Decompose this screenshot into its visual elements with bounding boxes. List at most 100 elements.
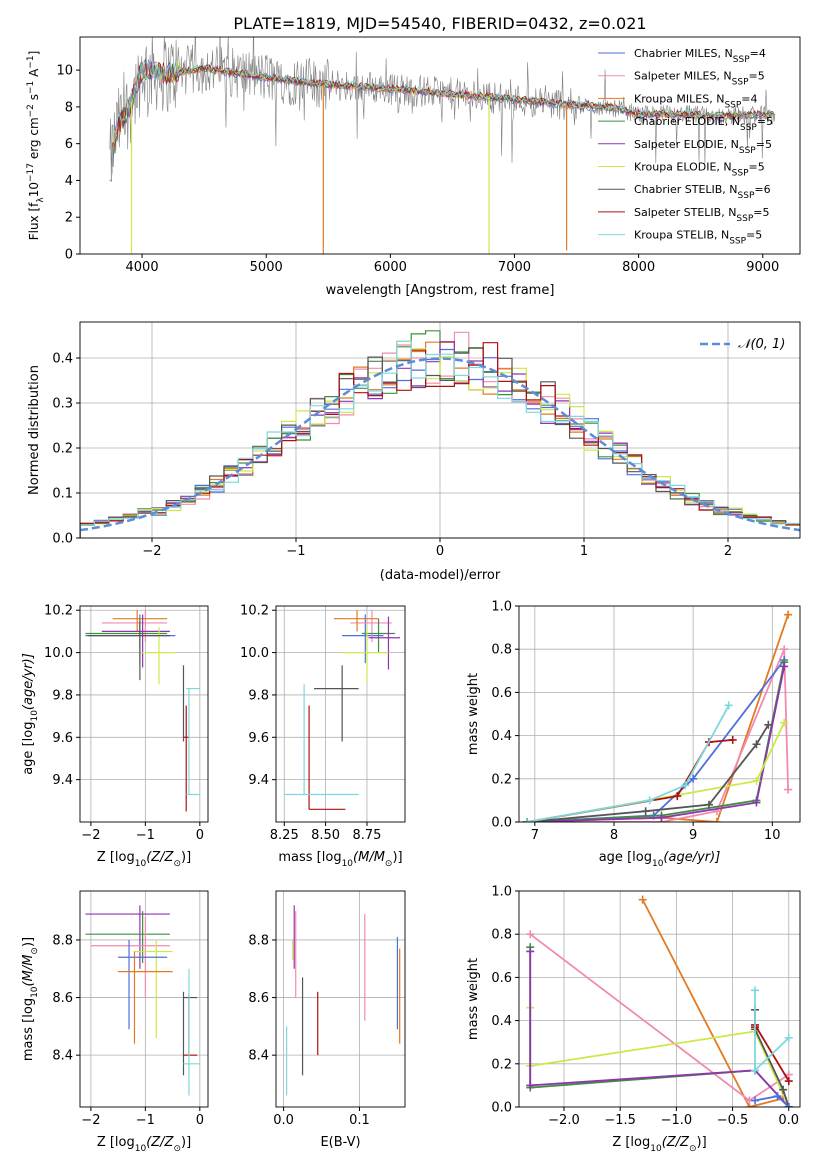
y-tick-label: 8.6: [52, 991, 73, 1006]
y-axis-label-part: (M/M: [21, 955, 36, 987]
x-axis-label: (data-model)/error: [380, 568, 501, 583]
mass-weight-marker-kroupa-elodie: [752, 776, 761, 785]
legend-entry-part: Chabrier ELODIE, N: [634, 115, 740, 128]
legend-entry: Chabrier ELODIE, NSSP=5: [634, 115, 773, 133]
plot-area: [109, 37, 776, 254]
mass-weight-marker-salpeter-miles: [780, 645, 789, 654]
mass-weight-marker-chabrier-miles: [751, 1096, 760, 1105]
axes-frame: [79, 36, 801, 255]
y-axis-label-part: erg cm: [27, 117, 41, 163]
y-tick-label: 1.0: [491, 600, 512, 615]
x-axis-label-part: ⊙: [689, 1144, 697, 1154]
residual-histogram-panel: −2 −1 0 1 2 0.0 0.1 0.2 0.3 0.4 (data-model)/error…: [27, 321, 801, 583]
mass-weight-marker-chabrier-stelib: [752, 740, 761, 749]
legend-entry-part: =6: [754, 183, 770, 196]
plot-area: [284, 610, 401, 810]
y-axis-label-part: −17: [26, 163, 36, 182]
y-tick-label: 0.0: [52, 532, 73, 547]
y-tick-label: 9.8: [248, 688, 269, 703]
x-axis-label: Z [log10(Z/Z⊙)]: [97, 850, 191, 869]
mass-weight-marker-salpeter-stelib: [673, 792, 682, 801]
legend-entry: Salpeter ELODIE, NSSP=5: [634, 138, 772, 156]
x-tick-label: −1.5: [604, 1113, 636, 1128]
x-tick-label: −2.0: [548, 1113, 580, 1128]
mass-weight-marker-chabrier-stelib: [641, 807, 650, 816]
legend-entry-part: SSP: [729, 237, 746, 247]
axes-frame: [79, 890, 209, 1108]
x-tick-label: 8.25: [270, 828, 299, 843]
legend-entry-part: Chabrier STELIB, N: [634, 183, 738, 196]
mass-weight-line-salpeter-elodie: [526, 666, 786, 822]
y-tick-label: 0.4: [491, 729, 512, 744]
y-axis-label-part: −1: [26, 55, 36, 68]
mass-weight-marker-kroupa-stelib: [681, 781, 690, 790]
y-tick-label: 0.0: [491, 1101, 512, 1116]
x-tick-label: 0.0: [778, 1113, 799, 1128]
y-tick-label: 0.4: [491, 1014, 512, 1029]
axes-frame: [518, 605, 801, 823]
x-tick-label: −1: [136, 828, 155, 843]
y-axis-label-part: 10: [30, 710, 40, 722]
y-tick-label: 0.2: [491, 772, 512, 787]
spectrum-panel: 4000 5000 6000 7000 8000 9000 0 2 4 6 8 10 wavelengt…: [26, 36, 801, 298]
y-tick-label: 10.0: [44, 646, 73, 661]
x-axis-label-part: ⊙: [385, 859, 393, 869]
legend-entry-part: SSP: [732, 78, 749, 88]
mass-weight-marker-chabrier-stelib: [779, 1085, 788, 1094]
legend-entry-part: SSP: [724, 100, 741, 110]
mass-weight-marker-chabrier-miles: [773, 1092, 782, 1101]
mass-weight-marker-salpeter-elodie: [526, 947, 535, 956]
x-tick-label: −2: [142, 544, 161, 559]
x-tick-label: 9000: [746, 260, 779, 275]
y-axis-label: mass weight: [466, 673, 481, 755]
legend-entry-part: Kroupa STELIB, N: [634, 229, 729, 242]
y-axis-label-part: 10: [27, 182, 41, 197]
legend-entry: Salpeter STELIB, NSSP=5: [634, 206, 770, 224]
legend-entry: Kroupa MILES, NSSP=4: [634, 92, 758, 110]
y-tick-label: 10.2: [240, 604, 269, 619]
y-axis-label-part: age [log: [21, 722, 36, 775]
legend-entry-part: Salpeter ELODIE, N: [634, 138, 739, 151]
x-axis-label-part: 10: [135, 1144, 147, 1154]
x-axis-label-part: (Z/Z: [662, 1135, 690, 1150]
y-tick-label: 8.4: [248, 1049, 269, 1064]
plot-area: [522, 610, 793, 822]
x-tick-label: 5000: [250, 260, 283, 275]
x-tick-label: 8000: [622, 260, 655, 275]
legend-entry-part: =5: [749, 70, 765, 83]
x-tick-label: −1.0: [661, 1113, 693, 1128]
x-tick-label: 4000: [126, 260, 159, 275]
mass-weight-vs-metallicity-panel: −2.0 −1.5 −1.0 −0.5 0.0 0.0 0.2 0.4 0.6 0.8 1.0 Z […: [466, 885, 801, 1154]
y-tick-label: 0: [65, 248, 73, 263]
x-tick-label: 0: [196, 1113, 204, 1128]
age-vs-metallicity-panel: −2 −1 09.49.69.810.010.2Z [log10(Z/Z⊙)]age…: [21, 604, 209, 869]
mass-weight-marker-salpeter-elodie: [657, 813, 666, 822]
y-tick-label: 8.8: [52, 933, 73, 948]
mass-weight-marker-kroupa-stelib: [751, 1066, 760, 1075]
legend-entry-part: SSP: [736, 214, 753, 224]
x-tick-label: 6000: [374, 260, 407, 275]
legend-entry-part: SSP: [732, 169, 749, 179]
legend-entry: Kroupa ELODIE, NSSP=5: [634, 161, 765, 179]
y-axis-label-part: mass [log: [21, 998, 36, 1061]
x-tick-label: 8: [610, 828, 618, 843]
legend-entry: Salpeter MILES, NSSP=5: [634, 70, 765, 88]
y-tick-label: 9.4: [248, 773, 269, 788]
y-tick-label: 1.0: [491, 885, 512, 900]
x-axis-label-part: (Z/Z: [146, 850, 174, 865]
x-axis-label: Z [log10(Z/Z⊙)]: [97, 1135, 191, 1154]
mass-weight-marker-salpeter-stelib: [784, 1077, 793, 1086]
x-axis-label-part: ⊙: [173, 859, 181, 869]
legend-entry: 𝒩(0, 1): [738, 337, 785, 352]
x-axis-label: E(B-V): [320, 1135, 360, 1150]
legend-entry-part: Kroupa MILES, N: [634, 92, 724, 105]
x-tick-label: 0: [436, 544, 444, 559]
y-tick-label: 0.6: [491, 686, 512, 701]
legend-entry-part: =5: [757, 115, 773, 128]
legend-entry-part: SSP: [738, 191, 755, 201]
mass-weight-marker-kroupa-elodie: [780, 718, 789, 727]
x-tick-label: 0: [196, 828, 204, 843]
legend-entry-part: SSP: [733, 55, 750, 65]
mass-weight-marker-salpeter-elodie: [526, 1081, 535, 1090]
